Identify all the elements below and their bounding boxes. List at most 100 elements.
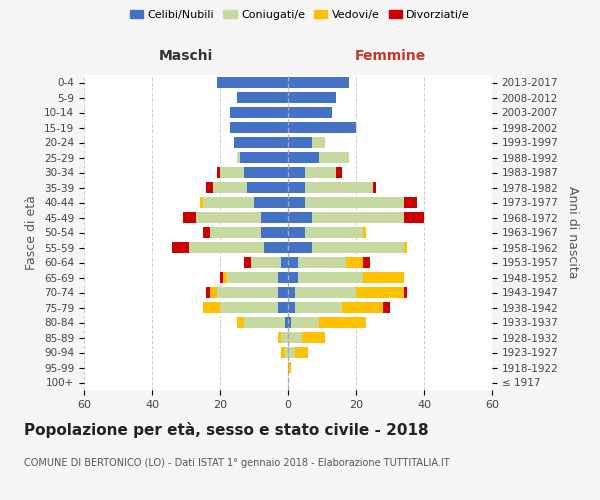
Bar: [227, 272, 278, 283]
Bar: [292, 317, 319, 328]
Bar: [305, 167, 335, 178]
Bar: [288, 197, 305, 208]
Bar: [288, 242, 312, 253]
Text: COMUNE DI BERTONICO (LO) - Dati ISTAT 1° gennaio 2018 - Elaborazione TUTTITALIA.: COMUNE DI BERTONICO (LO) - Dati ISTAT 1°…: [24, 458, 449, 468]
Bar: [281, 257, 288, 268]
Bar: [298, 257, 346, 268]
Bar: [278, 272, 288, 283]
Bar: [288, 227, 305, 238]
Bar: [288, 287, 295, 298]
Text: Femmine: Femmine: [355, 48, 425, 62]
Bar: [223, 272, 227, 283]
Text: Popolazione per età, sesso e stato civile - 2018: Popolazione per età, sesso e stato civil…: [24, 422, 428, 438]
Bar: [288, 332, 302, 343]
Bar: [383, 302, 390, 313]
Bar: [404, 287, 407, 298]
Bar: [404, 212, 424, 223]
Bar: [305, 227, 363, 238]
Bar: [288, 137, 312, 148]
Bar: [203, 197, 254, 208]
Bar: [247, 182, 288, 193]
Bar: [288, 77, 349, 88]
Bar: [182, 212, 196, 223]
Bar: [220, 302, 278, 313]
Bar: [230, 122, 288, 133]
Bar: [295, 287, 356, 298]
Bar: [288, 212, 312, 223]
Bar: [278, 332, 281, 343]
Bar: [237, 92, 288, 103]
Bar: [298, 272, 363, 283]
Bar: [196, 212, 261, 223]
Bar: [288, 152, 319, 163]
Bar: [288, 302, 295, 313]
Bar: [241, 152, 288, 163]
Bar: [312, 212, 404, 223]
Bar: [233, 137, 288, 148]
Bar: [305, 197, 404, 208]
Bar: [346, 257, 363, 268]
Bar: [343, 302, 383, 313]
Bar: [319, 317, 366, 328]
Bar: [288, 257, 298, 268]
Bar: [284, 347, 288, 358]
Bar: [404, 197, 417, 208]
Bar: [288, 317, 292, 328]
Bar: [278, 302, 288, 313]
Bar: [295, 347, 308, 358]
Bar: [190, 242, 264, 253]
Bar: [217, 167, 220, 178]
Bar: [254, 197, 288, 208]
Bar: [172, 242, 190, 253]
Bar: [288, 272, 298, 283]
Bar: [335, 167, 343, 178]
Bar: [373, 182, 376, 193]
Y-axis label: Anni di nascita: Anni di nascita: [566, 186, 580, 279]
Bar: [288, 182, 305, 193]
Bar: [217, 287, 278, 298]
Bar: [244, 317, 284, 328]
Bar: [288, 107, 332, 118]
Bar: [264, 242, 288, 253]
Bar: [206, 287, 210, 298]
Bar: [356, 287, 404, 298]
Bar: [261, 212, 288, 223]
Y-axis label: Fasce di età: Fasce di età: [25, 195, 38, 270]
Bar: [284, 317, 288, 328]
Bar: [261, 227, 288, 238]
Bar: [363, 257, 370, 268]
Bar: [312, 242, 404, 253]
Bar: [206, 182, 213, 193]
Legend: Celibi/Nubili, Coniugati/e, Vedovi/e, Divorziati/e: Celibi/Nubili, Coniugati/e, Vedovi/e, Di…: [125, 6, 475, 25]
Bar: [305, 182, 373, 193]
Bar: [251, 257, 281, 268]
Bar: [203, 227, 210, 238]
Bar: [210, 227, 261, 238]
Bar: [244, 167, 288, 178]
Bar: [237, 152, 241, 163]
Bar: [302, 332, 325, 343]
Bar: [363, 272, 404, 283]
Bar: [244, 257, 251, 268]
Bar: [404, 242, 407, 253]
Bar: [210, 287, 217, 298]
Bar: [203, 302, 220, 313]
Bar: [217, 77, 288, 88]
Bar: [200, 197, 203, 208]
Bar: [288, 92, 335, 103]
Bar: [312, 137, 325, 148]
Bar: [278, 287, 288, 298]
Bar: [319, 152, 349, 163]
Bar: [288, 362, 292, 373]
Bar: [288, 167, 305, 178]
Bar: [295, 302, 343, 313]
Bar: [237, 317, 244, 328]
Bar: [288, 347, 295, 358]
Bar: [230, 107, 288, 118]
Bar: [363, 227, 366, 238]
Bar: [281, 347, 284, 358]
Text: Maschi: Maschi: [159, 48, 213, 62]
Bar: [213, 182, 247, 193]
Bar: [220, 167, 244, 178]
Bar: [288, 122, 356, 133]
